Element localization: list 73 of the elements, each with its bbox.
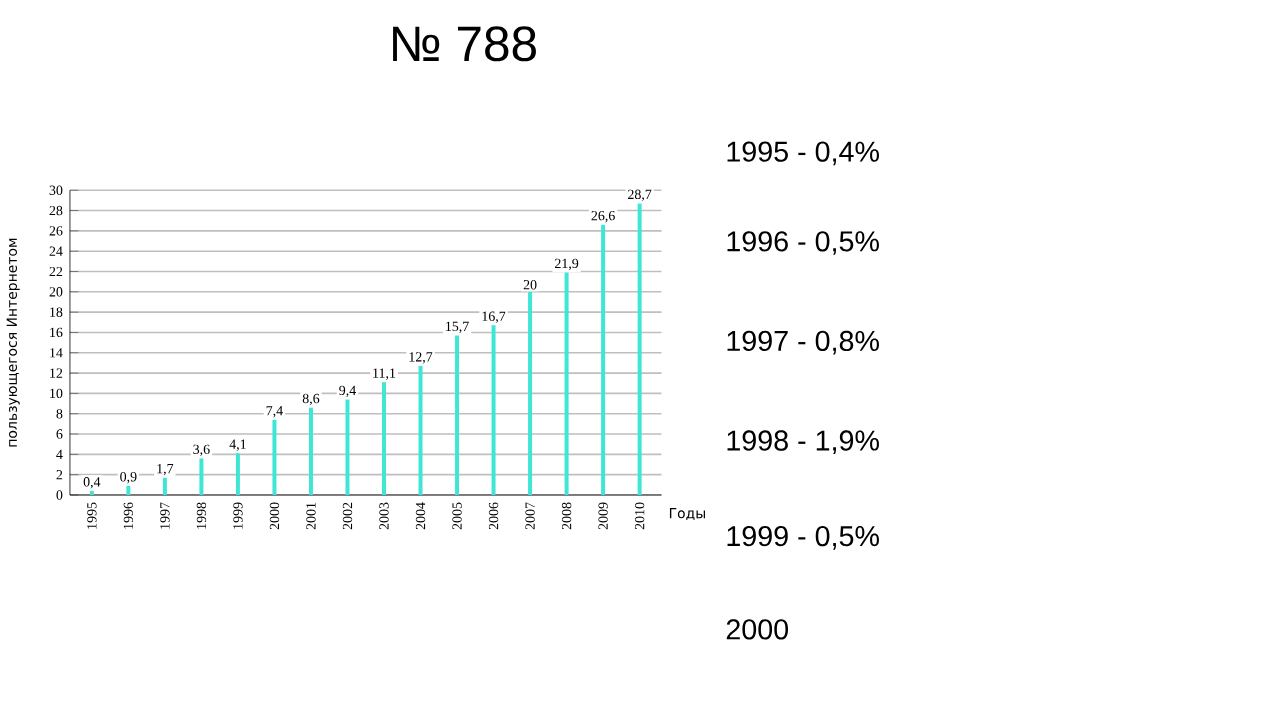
y-tick-label: 16: [50, 327, 63, 338]
y-tick-label: 0: [56, 490, 63, 500]
x-tick-label: 2006: [488, 502, 499, 530]
data-label: 4,1: [229, 439, 246, 451]
bar: [308, 407, 313, 495]
data-label: 7,4: [266, 406, 283, 418]
y-tick-label: 20: [49, 287, 63, 297]
y-tick-label: 12: [50, 368, 63, 378]
y-tick-label: 10: [50, 388, 63, 399]
data-label: 0,9: [120, 472, 137, 484]
x-tick-label: 2005: [452, 502, 462, 530]
data-label: 15,7: [446, 321, 469, 334]
bar: [528, 291, 533, 495]
x-tick-label: 2002: [342, 502, 353, 530]
data-label: 12,7: [409, 352, 433, 364]
y-tick-label: 26: [49, 226, 63, 236]
bar: [564, 272, 569, 495]
bar: [637, 203, 642, 495]
y-tick-label: 8: [56, 408, 63, 419]
y-tick-label: 24: [49, 246, 63, 256]
y-tick-label: 18: [50, 307, 63, 317]
y-axis-title: пользующегося Интернетом: [6, 238, 20, 447]
text: 1997 - 0,8%: [727, 330, 879, 355]
y-tick-label: 14: [50, 348, 63, 358]
text: 1999 - 0,5%: [727, 525, 879, 550]
x-axis-title: Годы: [669, 507, 705, 521]
bar: [272, 419, 277, 495]
x-tick-label: 1997: [160, 502, 170, 529]
x-tick-label: 2008: [561, 502, 572, 530]
x-tick-label: 1996: [123, 502, 134, 529]
x-tick-label: 2001: [306, 502, 316, 530]
data-label: 16,7: [482, 311, 506, 323]
data-label: 3,6: [193, 444, 210, 456]
data-label: 11,1: [373, 368, 396, 380]
y-tick-label: 4: [56, 449, 63, 459]
x-tick-label: 2009: [598, 502, 608, 530]
text: 1995 - 0,4%: [727, 141, 879, 166]
bar: [199, 458, 204, 495]
data-label: 1,7: [157, 463, 174, 476]
x-tick-label: 2000: [269, 502, 280, 530]
y-tick-label: 28: [49, 205, 63, 216]
bar: [491, 325, 496, 495]
text: 1998 - 1,9%: [727, 430, 879, 454]
data-label: 21,9: [555, 258, 579, 271]
x-tick-label: 1999: [233, 502, 243, 529]
data-label: 8,6: [302, 393, 320, 406]
bar: [162, 477, 167, 495]
y-tick-label: 6: [56, 429, 63, 439]
bar: [89, 490, 94, 495]
chart-title: № 788: [393, 26, 536, 62]
x-tick-label: 2003: [379, 502, 389, 530]
bar: [345, 399, 350, 495]
data-label: 9,4: [339, 385, 356, 398]
y-tick-label: 30: [49, 185, 63, 195]
data-label: 26,6: [591, 210, 615, 223]
text: 2000: [726, 619, 789, 640]
bar: [382, 382, 386, 495]
bar: [601, 224, 606, 495]
data-label: 20: [523, 279, 537, 290]
bar: [418, 365, 423, 495]
bar: [455, 335, 460, 495]
data-label: 28,7: [628, 189, 652, 202]
data-label: 0,4: [83, 477, 101, 489]
bar: [126, 485, 131, 495]
x-tick-label: 2010: [634, 502, 645, 530]
x-tick-label: 2007: [525, 502, 535, 530]
text: 1996 - 0,5%: [727, 231, 879, 255]
x-tick-label: 1998: [196, 502, 207, 529]
x-tick-label: 2004: [415, 502, 426, 530]
bar: [235, 453, 240, 495]
y-tick-label: 2: [56, 470, 63, 480]
x-tick-label: 1995: [87, 502, 97, 529]
y-tick-label: 22: [49, 266, 63, 277]
